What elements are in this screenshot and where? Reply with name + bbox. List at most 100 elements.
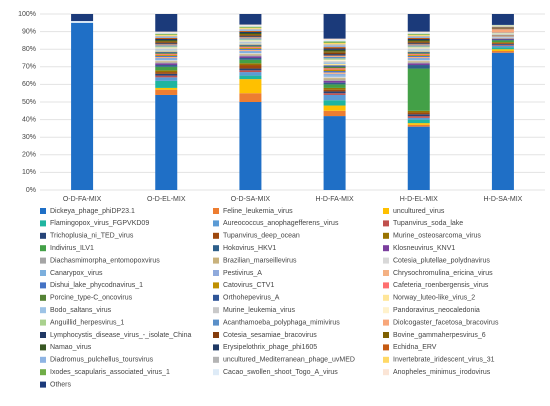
y-tick-label: 0%: [26, 187, 36, 194]
bar-segment: [155, 48, 178, 50]
bar-segment: [323, 89, 346, 92]
legend-label: Diachasmimorpha_entomopoxvirus: [50, 257, 160, 264]
legend-label: Dishui_lake_phycodnavirus_1: [50, 282, 143, 289]
y-tick-label: 80%: [22, 46, 36, 53]
bar-segment: [239, 55, 262, 57]
legend-swatch: [383, 344, 389, 351]
legend-label: Orthohepevirus_A: [223, 295, 280, 302]
bar-segment: [239, 56, 262, 58]
bar-segment: [155, 94, 178, 190]
legend-swatch: [383, 294, 389, 301]
bar-segment: [323, 116, 346, 190]
bar-segment: [239, 46, 262, 48]
bar-segment: [155, 62, 178, 64]
bar-segment: [407, 14, 430, 32]
y-tick-label: 20%: [22, 152, 36, 159]
bar-segment: [71, 21, 94, 23]
legend-swatch: [213, 257, 219, 264]
bar-segment: [323, 61, 346, 63]
bar-segment: [407, 58, 430, 60]
legend-swatch: [383, 270, 389, 276]
bar-segment: [491, 42, 514, 44]
bar-segment: [239, 25, 262, 27]
legend-label: Hokovirus_HKV1: [223, 245, 276, 252]
bar-segment: [155, 59, 178, 61]
bar-segment: [491, 44, 514, 46]
bar-segment: [155, 54, 178, 56]
bar-segment: [239, 38, 262, 40]
bar-segment: [323, 91, 346, 94]
bar-segment: [155, 87, 178, 90]
legend-swatch: [383, 369, 389, 376]
legend-swatch: [40, 220, 46, 227]
legend-swatch: [40, 294, 46, 301]
bar-segment: [323, 93, 346, 95]
legend-swatch: [213, 332, 219, 338]
x-tick-label: O-D-FA-MIX: [63, 196, 102, 203]
bar-segment: [491, 50, 514, 53]
bar-segment: [155, 52, 178, 54]
bar-segment: [239, 43, 262, 45]
bar-segment: [407, 40, 430, 42]
bar-segment: [155, 44, 178, 46]
legend-swatch: [213, 270, 219, 276]
bar-segment: [407, 34, 430, 36]
legend-label: Namao_virus: [50, 344, 92, 351]
bar-segment: [155, 41, 178, 43]
bar-segment: [239, 27, 262, 29]
bar-segment: [407, 45, 430, 47]
bar-segment: [407, 117, 430, 120]
bar-segment: [323, 76, 346, 79]
bar-segment: [407, 63, 430, 66]
bar-segment: [323, 73, 346, 76]
bar-segment: [491, 14, 514, 25]
y-tick-label: 100%: [18, 11, 36, 18]
legend-label: Bovine_gammaherpesvirus_6: [393, 332, 486, 339]
bar-segment: [239, 42, 262, 44]
bar-segment: [407, 62, 430, 64]
bar-segment: [323, 87, 346, 90]
bar-segment: [323, 69, 346, 72]
bar-segment: [155, 34, 178, 36]
bar-segment: [155, 55, 178, 57]
bar-segment: [239, 28, 262, 30]
bar-segment: [239, 45, 262, 47]
bar-segment: [155, 53, 178, 55]
bar-segment: [239, 63, 262, 66]
legend-label: Invertebrate_iridescent_virus_31: [393, 357, 495, 364]
y-tick-label: 50%: [22, 99, 36, 106]
bar-segment: [407, 59, 430, 61]
bar-segment: [407, 114, 430, 117]
bar-segment: [323, 80, 346, 83]
bar-segment: [155, 32, 178, 34]
bar-segment: [239, 70, 262, 73]
legend-swatch: [40, 356, 46, 363]
bar-segment: [239, 65, 262, 69]
bar-segment: [155, 75, 178, 78]
bar-segment: [323, 78, 346, 80]
bar-segment: [323, 72, 346, 74]
bar-segment: [491, 29, 514, 33]
bar-segment: [491, 49, 514, 51]
legend-label: uncultured_Mediterranean_phage_uvMED: [223, 357, 355, 364]
bar-segment: [239, 40, 262, 42]
bar-segment: [239, 79, 262, 94]
bar-segment: [239, 44, 262, 46]
bar-segment: [323, 44, 346, 46]
bar-segment: [155, 50, 178, 52]
legend-swatch: [213, 294, 219, 301]
bar-segment: [155, 51, 178, 53]
bar-segment: [239, 50, 262, 53]
legend-swatch: [213, 356, 219, 363]
bar-segment: [239, 26, 262, 28]
legend-label: Pandoravirus_neocaledonia: [393, 307, 480, 314]
bar-segment: [323, 68, 346, 70]
bar-segment: [407, 38, 430, 41]
y-tick-label: 90%: [22, 28, 36, 35]
bar-segment: [323, 65, 346, 67]
legend-label: Diadromus_pulchellus_toursvirus: [50, 357, 154, 364]
bar-segment: [155, 60, 178, 62]
legend-label: Ixodes_scapularis_associated_virus_1: [50, 369, 170, 376]
bar-segment: [155, 14, 178, 32]
bar-segment: [155, 47, 178, 49]
